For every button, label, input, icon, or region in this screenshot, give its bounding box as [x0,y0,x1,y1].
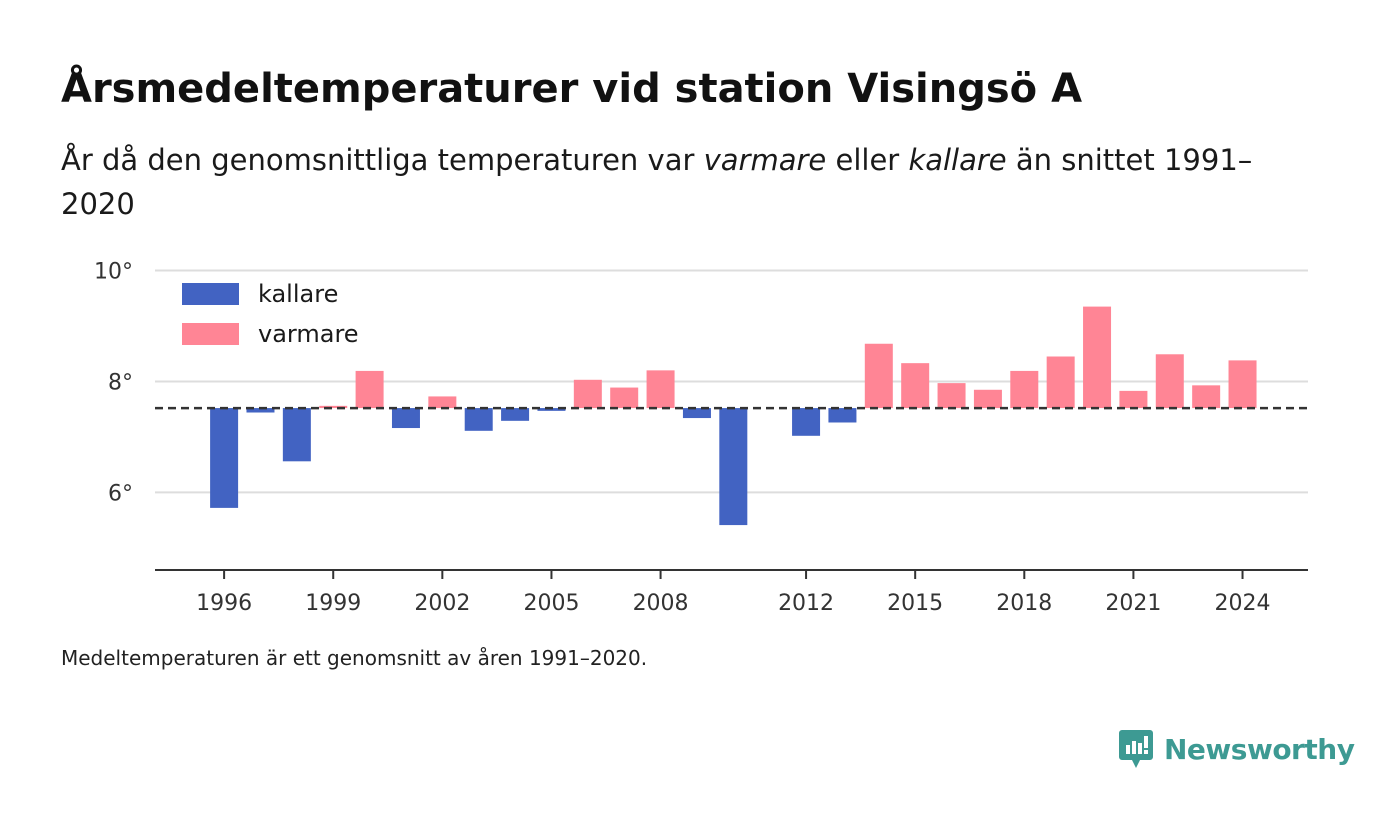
y-tick-label: 6° [108,481,133,506]
subtitle-text: än snittet 1991–2020 [61,143,1253,221]
bar-varmare [1083,306,1112,409]
brand-name: Newsworthy [1164,732,1355,766]
subtitle-text: År då den genomsnittliga temperaturen va… [61,143,704,177]
x-tick-label: 1999 [305,591,361,616]
bar-varmare [1192,385,1221,409]
bar-kallare [792,408,821,436]
subtitle-warm-word: varmare [703,143,827,177]
bar-varmare [428,396,457,409]
bar-kallare [501,408,530,421]
chart-title: Årsmedeltemperaturer vid station Visings… [61,66,1083,112]
subtitle-cold-word: kallare [908,143,1007,177]
bar-kallare [210,408,239,508]
x-tick-label: 2015 [887,591,943,616]
y-tick-label: 10° [94,260,133,285]
bar-kallare [719,408,748,526]
legend-label-kallare: kallare [258,280,338,308]
subtitle-text: eller [826,143,909,177]
bar-varmare [319,405,348,409]
bar-kallare [391,408,420,429]
bar-varmare [1010,370,1039,409]
bar-varmare [646,370,675,409]
bar-varmare [937,383,966,409]
legend-swatch-kallare [182,283,239,305]
x-tick-label: 2021 [1105,591,1161,616]
x-tick-label: 2008 [633,591,689,616]
brand-logo: Newsworthy [1118,728,1355,770]
footnote: Medeltemperaturen är ett genomsnitt av å… [61,646,648,670]
bar-varmare [573,379,602,409]
x-tick-label: 2024 [1215,591,1271,616]
bar-varmare [355,370,384,409]
y-tick-label: 8° [108,370,133,395]
newsworthy-logo-icon [1119,730,1153,768]
bar-varmare [973,389,1002,409]
x-tick-label: 1996 [196,591,252,616]
bar-kallare [682,408,711,419]
legend-swatch-varmare [182,323,239,345]
bar-kallare [464,408,493,431]
bar-kallare [246,408,275,413]
x-tick-label: 2012 [778,591,834,616]
bar-kallare [282,408,311,462]
bar-varmare [864,343,893,409]
bar-varmare [610,387,639,409]
legend-label-varmare: varmare [258,320,359,348]
bar-kallare [828,408,857,423]
bar-varmare [1155,354,1184,409]
bar-varmare [1119,390,1148,409]
bar-varmare [901,363,930,409]
x-tick-label: 2002 [414,591,470,616]
x-tick-label: 2005 [523,591,579,616]
bar-varmare [1228,360,1257,409]
bar-kallare [537,408,566,411]
bar-chart: 6° 8° 10° 1996 1999 2002 2005 2008 2012 2015 2018 2… [94,260,1308,616]
bar-varmare [1046,356,1075,409]
chart-subtitle: År då den genomsnittliga temperaturen va… [61,138,1301,226]
x-tick-label: 2018 [996,591,1052,616]
